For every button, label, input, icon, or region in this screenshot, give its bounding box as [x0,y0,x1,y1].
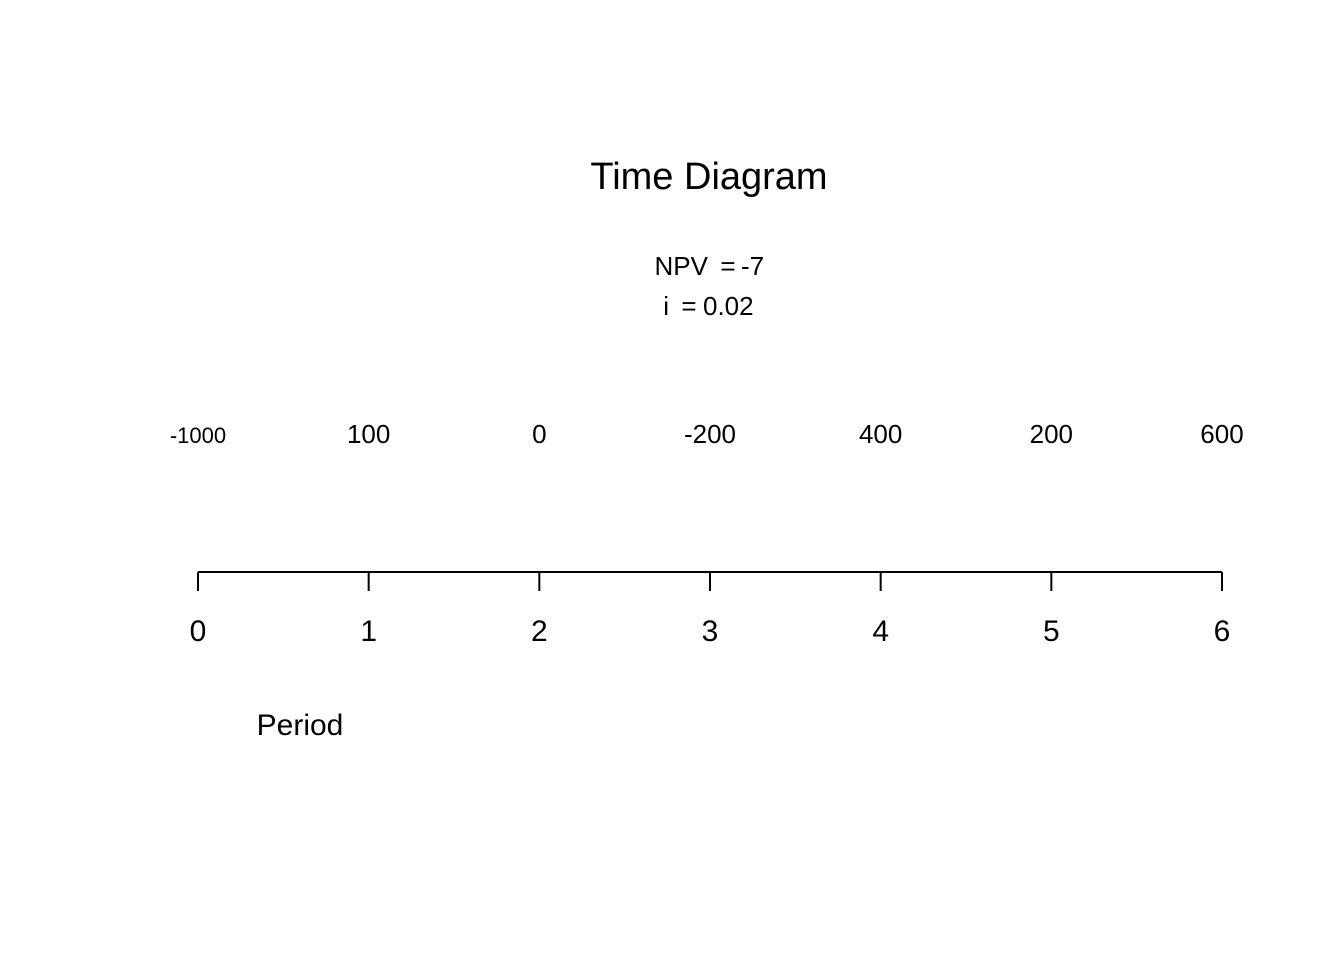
npv-label: NPV [655,251,709,281]
period-label-3: 3 [702,615,719,648]
period-label-4: 4 [872,615,889,648]
chart-title: Time Diagram [590,156,827,198]
cash-flow-5: 200 [1030,419,1073,449]
period-label-0: 0 [190,615,207,648]
cash-flow-labels: -1000 100 0 -200 400 200 600 [170,419,1244,449]
cash-flow-2: 0 [532,419,546,449]
rate-label: i [663,291,669,321]
cash-flow-6: 600 [1200,419,1243,449]
npv-value: -7 [741,251,764,281]
npv-line: NPV = -7 [655,251,765,281]
period-labels: 0 1 2 3 4 5 6 [190,615,1231,648]
timeline-ticks [197,572,1223,591]
cash-flow-0: -1000 [170,423,226,448]
cash-flow-1: 100 [347,419,390,449]
x-axis-title: Period [257,709,344,742]
cash-flow-3: -200 [684,419,736,449]
rate-line: i = 0.02 [663,291,753,321]
period-label-6: 6 [1214,615,1231,648]
rate-value: 0.02 [703,291,754,321]
npv-equals: = [720,251,735,281]
period-label-5: 5 [1043,615,1060,648]
period-label-2: 2 [531,615,548,648]
period-label-1: 1 [360,615,377,648]
rate-equals: = [681,291,696,321]
cash-flow-4: 400 [859,419,902,449]
